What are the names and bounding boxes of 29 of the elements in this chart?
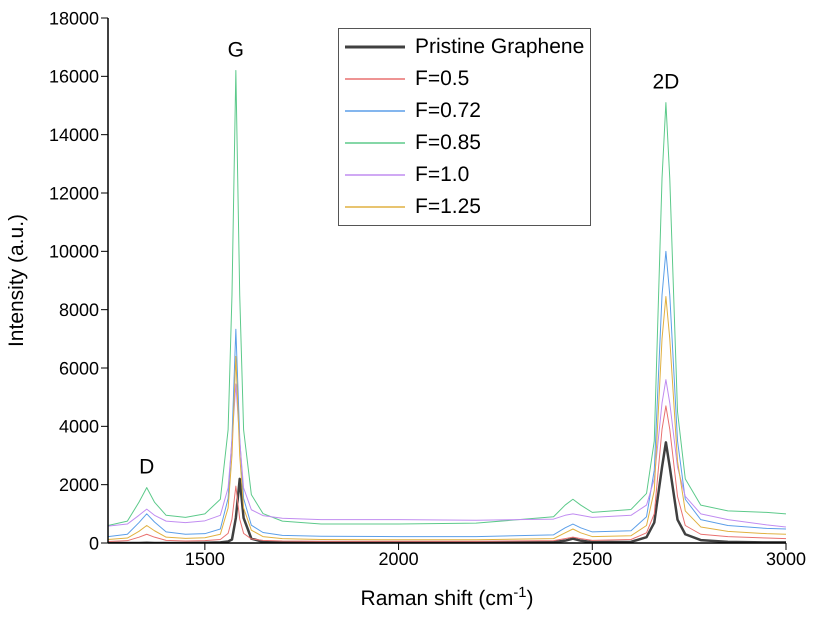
annotation: D [139, 456, 154, 479]
x-tick-label: 3000 [766, 548, 806, 569]
x-tick-label: 2500 [572, 548, 612, 569]
line-series [108, 70, 786, 526]
legend-label: F=1.25 [415, 195, 481, 219]
legend-label: F=1.0 [415, 163, 470, 187]
y-tick-label: 10000 [48, 242, 99, 262]
line-series [108, 250, 786, 538]
y-tick-label: 12000 [48, 183, 99, 204]
line-series [108, 296, 786, 540]
y-tick-label: 8000 [58, 300, 99, 320]
y-tick-label: 16000 [48, 66, 99, 87]
y-tick-label: 6000 [58, 358, 99, 378]
legend-label: F=0.85 [415, 131, 481, 155]
y-tick-label: 14000 [48, 125, 99, 146]
y-tick-label: 2000 [58, 475, 99, 496]
x-axis-title: Raman shift (cm$^{-1}$) [360, 585, 534, 610]
legend-label: F=0.72 [415, 99, 481, 123]
y-tick-label: 4000 [58, 416, 99, 437]
x-tick-label: 1500 [184, 548, 225, 569]
y-tick-label: 0 [88, 533, 99, 554]
line-series [108, 379, 786, 528]
annotation: G [228, 38, 244, 62]
y-axis-title: Intensity (a.u.) [5, 214, 28, 348]
x-tick-label: 2000 [378, 548, 419, 569]
y-tick-label: 18000 [48, 8, 99, 28]
legend-label: Pristine Graphene [415, 35, 584, 59]
legend-label: F=0.5 [415, 67, 470, 91]
annotation: 2D [652, 70, 680, 94]
